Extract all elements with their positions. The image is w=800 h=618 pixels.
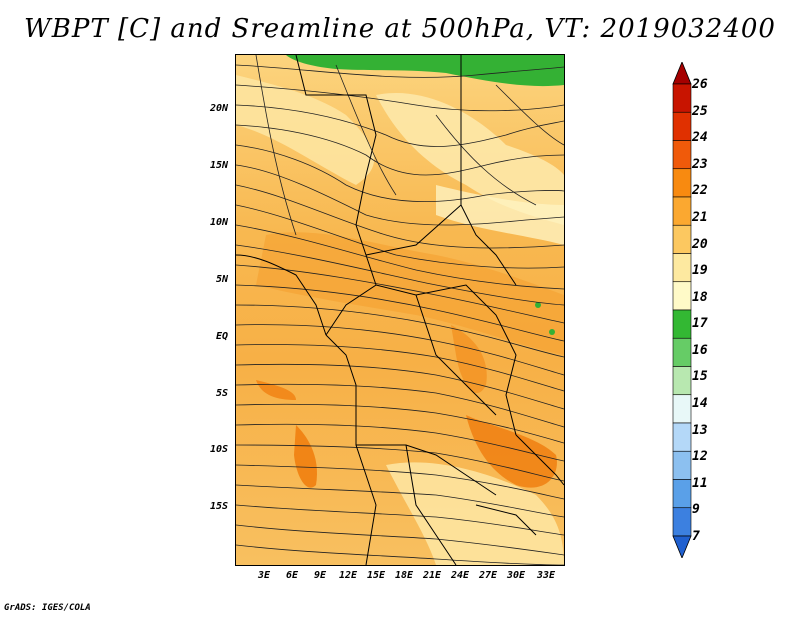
colorbar-swatch (672, 140, 692, 170)
dark-patch-se (466, 415, 557, 488)
colorbar-swatch (672, 253, 692, 283)
colorbar-label: 18 (692, 289, 708, 305)
lon-tick-label: 12E (338, 570, 358, 581)
colorbar-label: 19 (692, 263, 708, 279)
grads-credit: GrADS: IGES/COLA (4, 603, 91, 613)
lon-tick-label: 27E (478, 570, 498, 581)
colorbar-swatch (672, 337, 692, 367)
colorbar-swatch (672, 394, 692, 424)
colorbar-swatch (672, 479, 692, 509)
lat-tick-label: 15S (209, 501, 228, 512)
colorbar-swatch (672, 450, 692, 480)
colorbar-label: 25 (692, 103, 708, 119)
dark-patch-sw (294, 425, 317, 488)
colorbar-label: 26 (692, 77, 708, 92)
lon-tick-label: 6E (285, 570, 299, 581)
green-patch-2 (549, 329, 555, 335)
lon-tick-label: 9E (313, 570, 327, 581)
wbpt-field (236, 55, 564, 565)
pale-region-east (436, 185, 564, 245)
colorbar-swatch (672, 366, 692, 396)
lon-tick-label: 15E (366, 570, 386, 581)
lon-tick-label: 24E (450, 570, 470, 581)
lon-tick-label: 3E (257, 570, 271, 581)
colorbar-label: 11 (692, 475, 708, 491)
colorbar-label: 15 (692, 369, 708, 385)
colorbar-label: 23 (692, 156, 708, 172)
map-title: WBPT [C] and Sreamline at 500hPa, VT: 20… (24, 14, 776, 44)
colorbar-swatch (672, 281, 692, 311)
lon-tick-label: 21E (422, 570, 442, 581)
map-panel (235, 54, 565, 566)
lat-tick-label: 5S (215, 388, 228, 399)
colorbar-label: 17 (692, 316, 708, 332)
colorbar-swatch (672, 196, 692, 226)
colorbar-label: 24 (692, 130, 708, 146)
lon-tick-label: 30E (506, 570, 526, 581)
lat-tick-label: 10S (209, 444, 228, 455)
colorbar-bottom-arrow (672, 535, 692, 558)
colorbar-label: 9 (692, 502, 700, 518)
lat-tick-label: EQ (215, 331, 228, 342)
colorbar-swatch (672, 309, 692, 339)
pale-region-south (386, 462, 564, 565)
colorbar-swatch (672, 224, 692, 254)
dark-patch-east (451, 325, 487, 394)
colorbar-label: 12 (692, 449, 708, 465)
dark-patch-west (256, 380, 296, 400)
colorbar (672, 62, 692, 558)
lat-tick-label: 20N (209, 103, 228, 114)
lon-tick-label: 33E (536, 570, 556, 581)
colorbar-swatch (672, 83, 692, 113)
green-patch-1 (535, 302, 541, 308)
country-borders (236, 55, 564, 565)
colorbar-top-arrow (672, 62, 692, 85)
lon-tick-label: 18E (394, 570, 414, 581)
colorbar-label: 22 (692, 183, 708, 199)
colorbar-label: 14 (692, 396, 708, 412)
colorbar-swatch (672, 168, 692, 198)
colorbar-swatch (672, 507, 692, 537)
lat-tick-label: 15N (209, 160, 228, 171)
colorbar-swatch (672, 111, 692, 141)
lat-tick-label: 5N (215, 274, 228, 285)
colorbar-label: 13 (692, 422, 708, 438)
lat-tick-label: 10N (209, 217, 228, 228)
green-region-north (286, 55, 564, 87)
colorbar-label: 7 (692, 529, 700, 544)
colorbar-label: 20 (692, 236, 708, 252)
colorbar-label: 16 (692, 342, 708, 358)
colorbar-swatch (672, 422, 692, 452)
colorbar-label: 21 (692, 209, 708, 225)
pale-region-nw (236, 75, 375, 185)
